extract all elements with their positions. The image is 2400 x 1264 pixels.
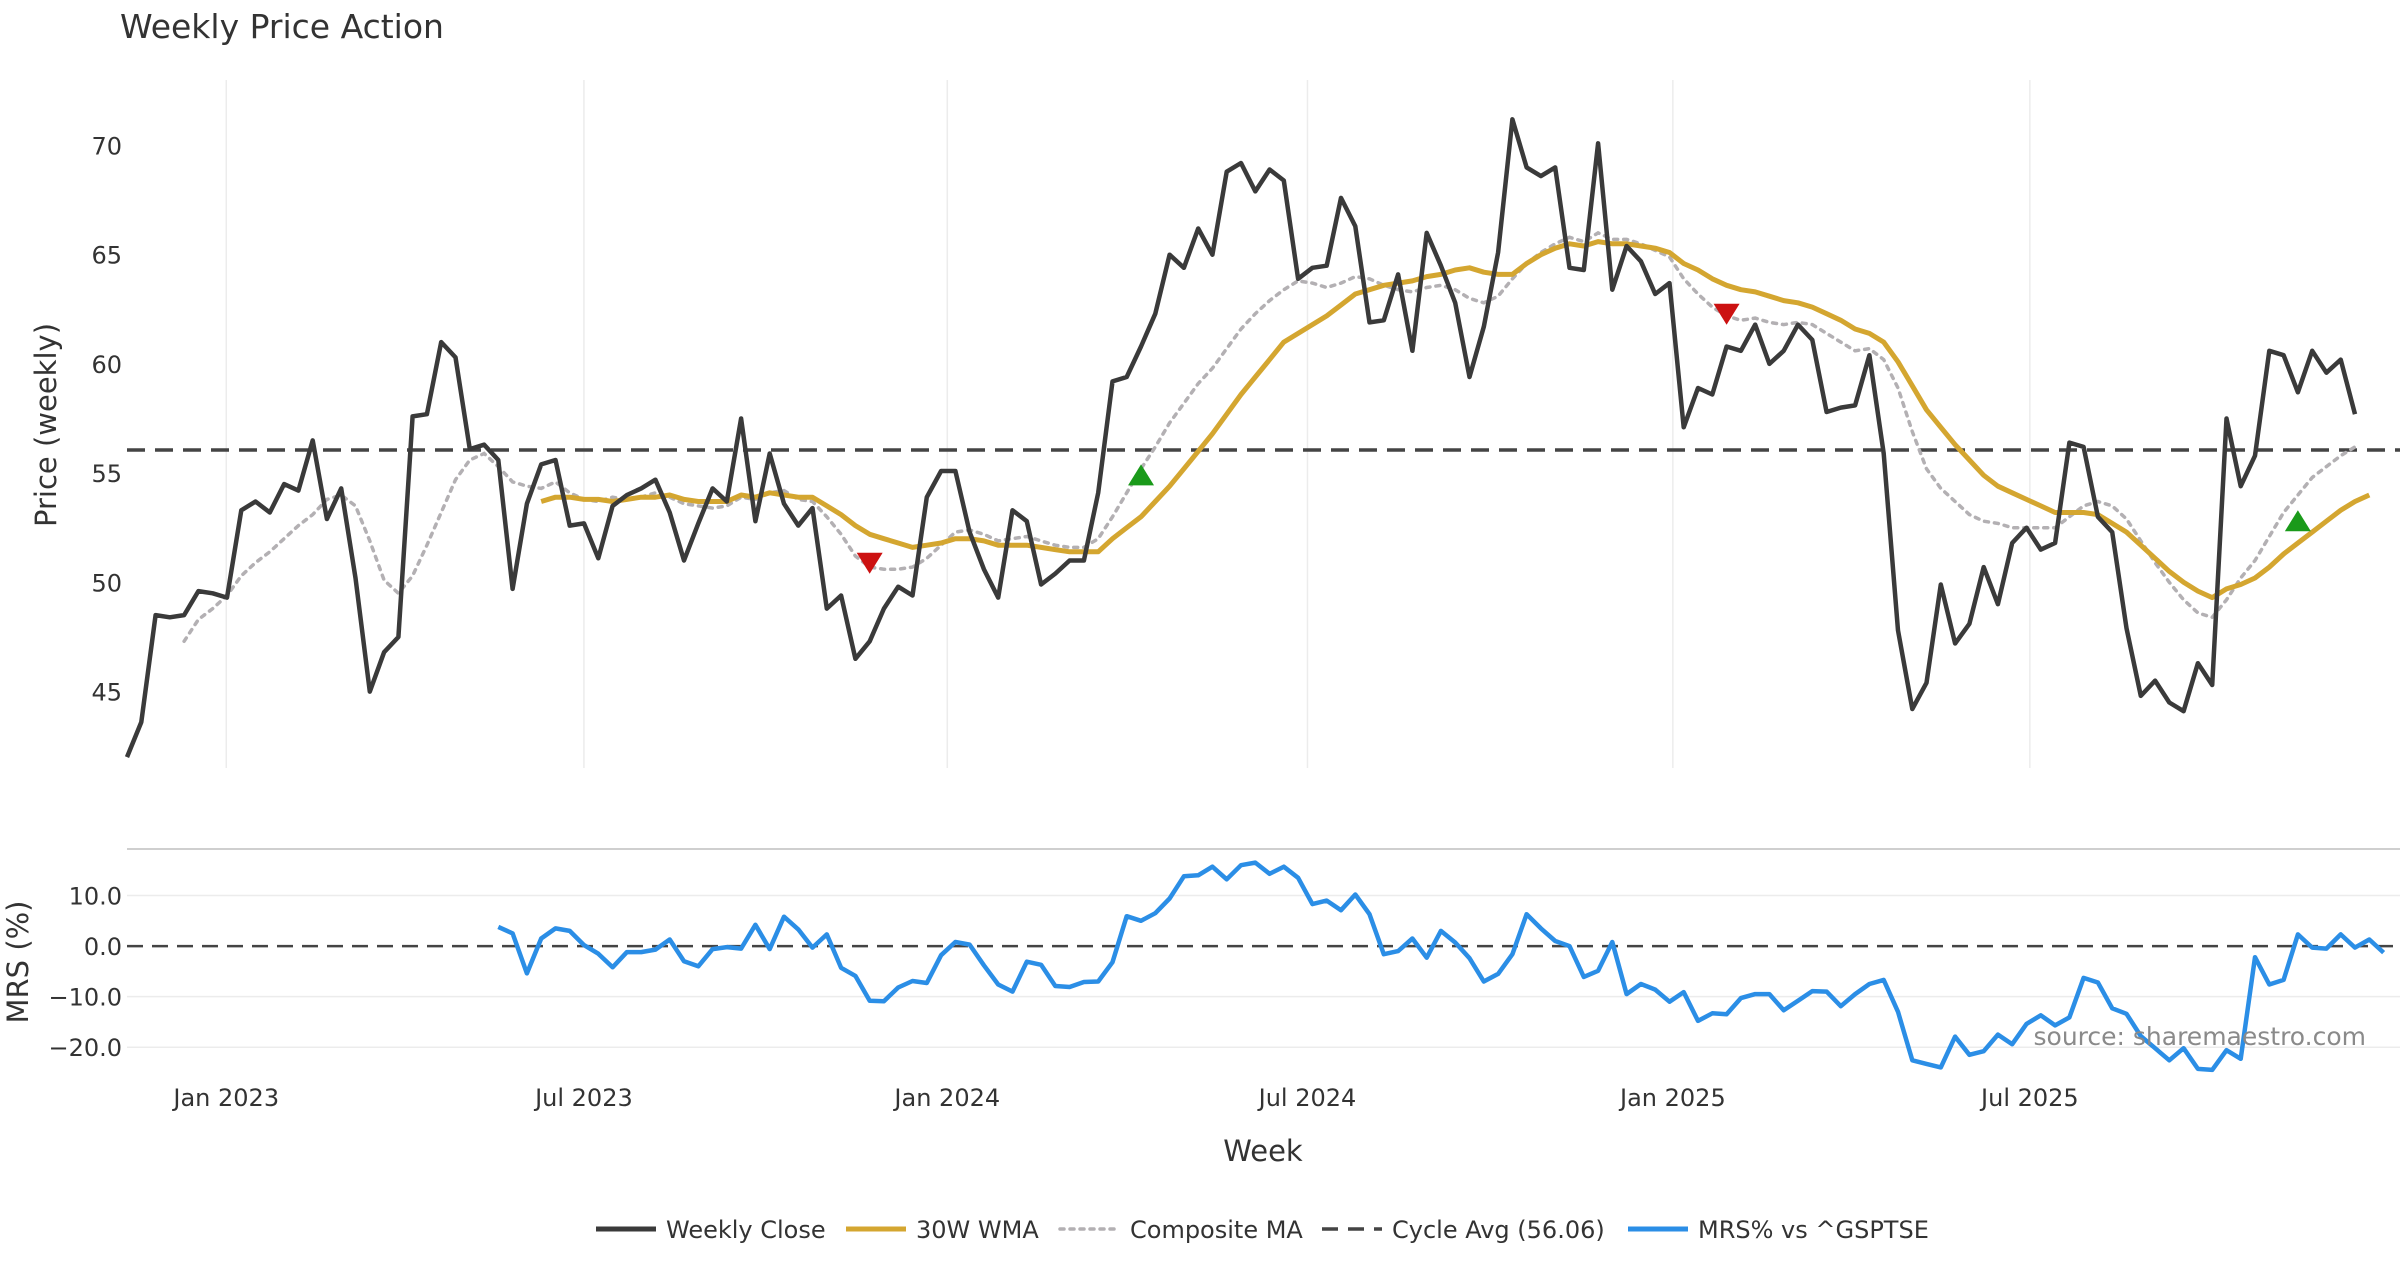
x-tick-3: Jul 2024	[1257, 1084, 1357, 1112]
price-y-tick-50: 50	[91, 569, 122, 597]
x-tick-2: Jan 2024	[892, 1084, 1000, 1112]
legend: Weekly Close 30W WMA Composite MA Cycle Avg…	[596, 1216, 1929, 1244]
mrs-series	[127, 860, 2400, 1073]
x-tick-5: Jul 2025	[1979, 1084, 2079, 1112]
x-tick-0: Jan 2023	[171, 1084, 279, 1112]
legend-label-4: MRS% vs ^GSPTSE	[1698, 1216, 1929, 1244]
mrs-line	[497, 860, 2386, 1073]
weekly-close-line	[124, 117, 2358, 758]
price-y-tick-60: 60	[91, 351, 122, 379]
x-ticks: Jan 2023 Jul 2023 Jan 2024 Jul 2024 Jan 2025…	[171, 1084, 2078, 1112]
signal-up-marker-3	[2284, 510, 2311, 532]
mrs-y-tick-3: −20.0	[48, 1034, 122, 1062]
price-y-ticks: 45 50 55 60 65 70	[91, 133, 122, 707]
mrs-y-axis-label: MRS (%)	[1, 901, 35, 1024]
signal-up-marker-1	[1128, 464, 1155, 486]
price-y-tick-70: 70	[91, 133, 122, 161]
price-grid	[225, 80, 2031, 768]
composite-ma-line	[182, 230, 2357, 644]
legend-label-2: Composite MA	[1130, 1216, 1303, 1244]
x-tick-1: Jul 2023	[533, 1084, 633, 1112]
chart-title: Weekly Price Action	[120, 7, 444, 46]
price-y-tick-65: 65	[91, 242, 122, 270]
legend-label-1: 30W WMA	[916, 1216, 1039, 1244]
price-series	[124, 117, 2400, 758]
x-axis-label: Week	[1223, 1134, 1303, 1168]
mrs-grid	[127, 894, 2400, 1048]
legend-label-3: Cycle Avg (56.06)	[1392, 1216, 1605, 1244]
legend-label-0: Weekly Close	[666, 1216, 826, 1244]
mrs-y-tick-1: 0.0	[84, 933, 122, 961]
mrs-y-tick-2: −10.0	[48, 984, 122, 1012]
price-y-axis-label: Price (weekly)	[29, 323, 63, 527]
signal-down-marker-2	[1713, 303, 1740, 325]
price-y-tick-45: 45	[91, 679, 122, 707]
wma-30w-line	[540, 239, 2371, 601]
mrs-y-tick-0: 10.0	[69, 883, 122, 911]
x-tick-4: Jan 2025	[1618, 1084, 1726, 1112]
source-annotation: source: sharemaestro.com	[2034, 1022, 2367, 1051]
mrs-y-ticks: 10.0 0.0 −10.0 −20.0	[48, 883, 122, 1063]
price-y-tick-55: 55	[91, 460, 122, 488]
signal-down-marker-0	[856, 552, 883, 574]
